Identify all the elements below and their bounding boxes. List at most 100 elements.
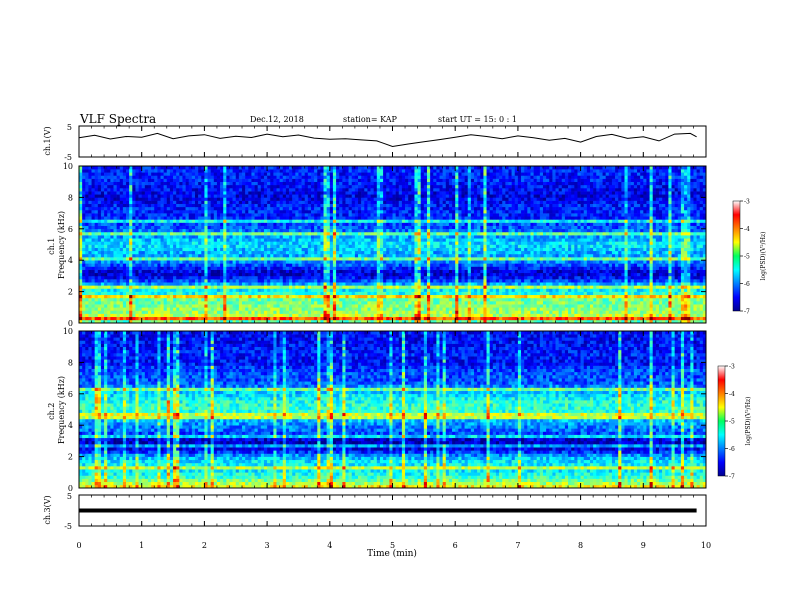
spectrogram-cell	[621, 298, 624, 301]
spectrogram-cell	[298, 288, 301, 291]
spectrogram-cell	[606, 298, 609, 301]
spectrogram-cell	[352, 310, 355, 313]
spectrogram-cell	[255, 301, 258, 304]
spectrogram-cell	[242, 307, 245, 310]
spectrogram-cell	[339, 317, 342, 320]
spectrogram-cell	[543, 298, 546, 301]
spectrogram-cell	[612, 288, 615, 291]
spectrogram-cell	[292, 288, 295, 291]
spectrogram-cell	[261, 295, 264, 298]
spectrogram-cell	[292, 285, 295, 288]
spectrogram-cell	[684, 288, 687, 291]
spectrogram-cell	[273, 307, 276, 310]
spectrogram-cell	[624, 304, 627, 307]
spectrogram-cell	[179, 298, 182, 301]
spectrogram-cell	[609, 301, 612, 304]
spectrogram-cell	[687, 310, 690, 313]
spectrogram-cell	[208, 292, 211, 295]
spectrogram-cell	[220, 307, 223, 310]
spectrogram-cell	[650, 304, 653, 307]
spectrogram-cell	[468, 307, 471, 310]
spectrogram-cell	[139, 304, 142, 307]
spectrogram-cell	[684, 295, 687, 298]
spectrogram-cell	[552, 310, 555, 313]
spectrogram-cell	[88, 304, 91, 307]
spectrogram-cell	[195, 288, 198, 291]
spectrogram-cell	[502, 295, 505, 298]
spectrogram-cell	[455, 292, 458, 295]
spectrogram-cell	[643, 310, 646, 313]
spectrogram-cell	[590, 298, 593, 301]
spectrogram-cell	[352, 314, 355, 317]
spectrogram-cell	[211, 317, 214, 320]
spectrogram-cell	[615, 310, 618, 313]
spectrogram-cell	[408, 292, 411, 295]
spectrogram-cell	[549, 301, 552, 304]
spectrogram-cell	[530, 310, 533, 313]
spectrogram-cell	[129, 295, 132, 298]
spectrogram-cell	[430, 295, 433, 298]
spectrogram-cell	[101, 307, 104, 310]
spectrogram-cell	[236, 292, 239, 295]
spectrogram-cell	[483, 304, 486, 307]
spectrogram-cell	[311, 288, 314, 291]
spectrogram-cell	[364, 295, 367, 298]
spectrogram-cell	[107, 307, 110, 310]
spectrogram-cell	[512, 314, 515, 317]
spectrogram-cell	[556, 298, 559, 301]
spectrogram-cell	[358, 317, 361, 320]
spectrogram-cell	[277, 304, 280, 307]
spectrogram-cell	[220, 304, 223, 307]
spectrogram-cell	[465, 317, 468, 320]
spectrogram-cell	[123, 301, 126, 304]
spectrogram-cell	[176, 304, 179, 307]
spectrogram-cell	[179, 317, 182, 320]
spectrogram-cell	[176, 314, 179, 317]
spectrogram-cell	[612, 317, 615, 320]
spectrogram-cell	[239, 301, 242, 304]
spectrogram-cell	[662, 295, 665, 298]
spectrogram-cell	[367, 301, 370, 304]
spectrogram-cell	[389, 314, 392, 317]
spectrogram-cell	[693, 314, 696, 317]
spectrogram-cell	[336, 288, 339, 291]
spectrogram-cell	[292, 301, 295, 304]
spectrogram-cell	[546, 314, 549, 317]
spectrogram-cell	[192, 317, 195, 320]
spectrogram-cell	[559, 314, 562, 317]
spectrogram-cell	[603, 301, 606, 304]
spectrogram-cell	[693, 317, 696, 320]
spectrogram-cell	[440, 301, 443, 304]
spectrogram-cell	[577, 304, 580, 307]
spectrogram-cell	[508, 317, 511, 320]
spectrogram-cell	[327, 288, 330, 291]
spectrogram-cell	[505, 317, 508, 320]
spectrogram-cell	[628, 314, 631, 317]
spectrogram-cell	[148, 304, 151, 307]
spectrogram-cell	[471, 314, 474, 317]
spectrogram-cell	[104, 295, 107, 298]
spectrogram-cell	[631, 295, 634, 298]
spectrogram-cell	[697, 288, 700, 291]
spectrogram-cell	[79, 295, 82, 298]
spectrogram-cell	[352, 298, 355, 301]
spectrogram-cell	[433, 304, 436, 307]
spectrogram-cell	[490, 307, 493, 310]
spectrogram-cell	[85, 298, 88, 301]
spectrogram-cell	[82, 292, 85, 295]
spectrogram-cell	[612, 292, 615, 295]
spectrogram-cell	[681, 301, 684, 304]
spectrogram-cell	[239, 317, 242, 320]
spectrogram-cell	[327, 295, 330, 298]
spectrogram-cell	[471, 304, 474, 307]
spectrogram-cell	[399, 317, 402, 320]
spectrogram-cell	[151, 298, 154, 301]
spectrogram-cell	[675, 301, 678, 304]
spectrogram-cell	[176, 317, 179, 320]
spectrogram-cell	[556, 292, 559, 295]
spectrogram-cell	[336, 317, 339, 320]
spectrogram-cell	[85, 317, 88, 320]
spectrogram-cell	[505, 285, 508, 288]
spectrogram-cell	[208, 310, 211, 313]
spectrogram-cell	[399, 301, 402, 304]
